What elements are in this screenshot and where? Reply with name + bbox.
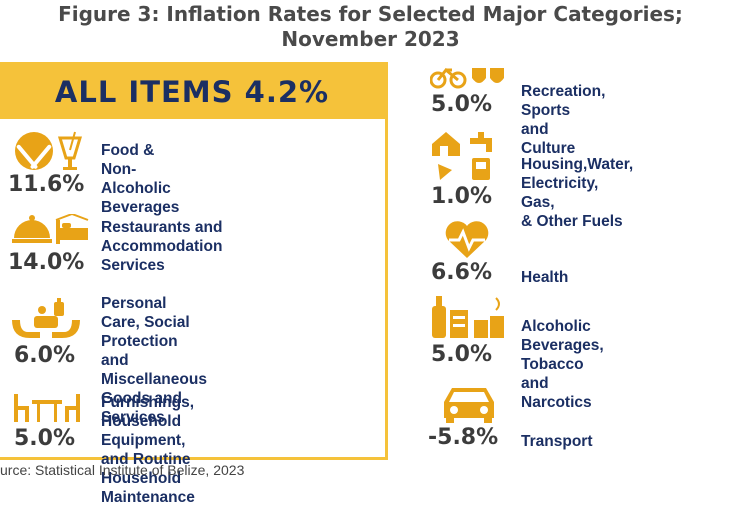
cloche-bed-icon: [10, 214, 90, 248]
transport-label: Transport: [521, 433, 593, 450]
transport-rate: -5.8%: [428, 425, 499, 450]
source-note: urce: Statistical Institute of Belize, 2…: [0, 462, 245, 478]
left-panel: ALL ITEMS 4.2%: [0, 62, 388, 460]
car-icon: [442, 384, 496, 424]
personal-care-rate: 6.0%: [14, 343, 76, 368]
alcohol-label: Alcoholic Beverages, Tobacco and Narcoti…: [521, 318, 604, 411]
health-rate: 6.6%: [431, 260, 493, 285]
food-label: Food & Non-Alcoholic Beverages: [101, 142, 180, 216]
food-rate: 11.6%: [8, 172, 85, 197]
bottle-glass-cigarette-icon: [430, 296, 506, 340]
health-label: Health: [521, 269, 569, 286]
house-tap-fuel-icon: [430, 130, 500, 182]
all-items-banner: ALL ITEMS 4.2%: [0, 65, 385, 119]
bicycle-masks-icon: [430, 64, 510, 90]
figure-title: Figure 3: Inflation Rates for Selected M…: [0, 2, 741, 52]
furnishings-rate: 5.0%: [14, 426, 76, 451]
title-line-1: Figure 3: Inflation Rates for Selected M…: [58, 2, 683, 26]
all-items-label: ALL ITEMS 4.2%: [54, 75, 330, 109]
plate-fork-knife-drink-icon: [12, 130, 82, 172]
personal-care-label: Personal Care, Social Protection and Mis…: [101, 295, 207, 426]
housing-label: Housing,Water, Electricity, Gas, & Other…: [521, 156, 634, 230]
heart-pulse-icon: [443, 220, 491, 260]
restaurants-label: Restaurants and Accommodation Services: [101, 219, 223, 274]
restaurants-rate: 14.0%: [8, 250, 85, 275]
table-chairs-icon: [12, 390, 82, 424]
alcohol-rate: 5.0%: [431, 342, 493, 367]
hands-care-icon: [10, 298, 82, 342]
recreation-rate: 5.0%: [431, 92, 493, 117]
recreation-label: Recreation, Sports and Culture: [521, 83, 606, 157]
furnishings-label: Furnishings, Household Equipment, and Ro…: [101, 394, 195, 506]
housing-rate: 1.0%: [431, 184, 493, 209]
title-line-2: November 2023: [281, 27, 460, 51]
